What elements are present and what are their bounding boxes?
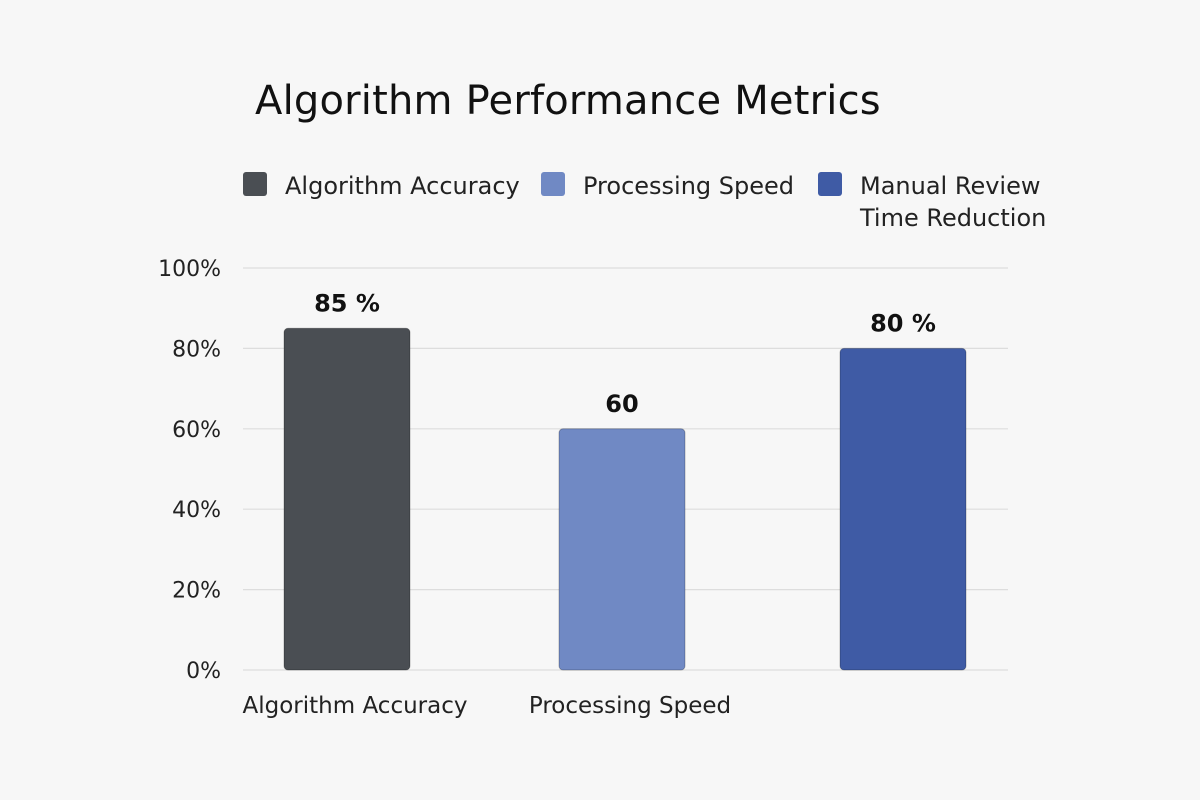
- x-tick-label: Processing Speed: [529, 693, 731, 719]
- legend-item-algorithm-accuracy: Algorithm Accuracy: [243, 170, 520, 202]
- legend-swatch-processing-speed: [541, 172, 565, 196]
- y-tick-label: 80%: [172, 337, 221, 362]
- data-label: 85 %: [314, 289, 380, 317]
- legend-item-manual-review: Manual Review Time Reduction: [818, 170, 1050, 234]
- y-tick-label: 0%: [186, 659, 221, 684]
- y-tick-label: 100%: [158, 257, 221, 282]
- bar: [839, 347, 967, 671]
- bar: [558, 428, 686, 671]
- data-label: 80 %: [870, 309, 936, 337]
- x-tick-label: Algorithm Accuracy: [243, 693, 468, 719]
- legend-item-processing-speed: Processing Speed: [541, 170, 794, 202]
- data-label: 60: [605, 390, 638, 418]
- legend-label-algorithm-accuracy: Algorithm Accuracy: [285, 172, 520, 200]
- legend-swatch-manual-review: [818, 172, 842, 196]
- y-tick-label: 40%: [172, 498, 221, 523]
- bar: [283, 327, 411, 671]
- chart-title: Algorithm Performance Metrics: [255, 78, 881, 124]
- y-tick-label: 60%: [172, 418, 221, 443]
- legend-label-processing-speed: Processing Speed: [583, 172, 795, 200]
- legend-swatch-algorithm-accuracy: [243, 172, 267, 196]
- y-tick-label: 20%: [172, 579, 221, 604]
- legend-label-manual-review: Manual Review Time Reduction: [860, 172, 1047, 232]
